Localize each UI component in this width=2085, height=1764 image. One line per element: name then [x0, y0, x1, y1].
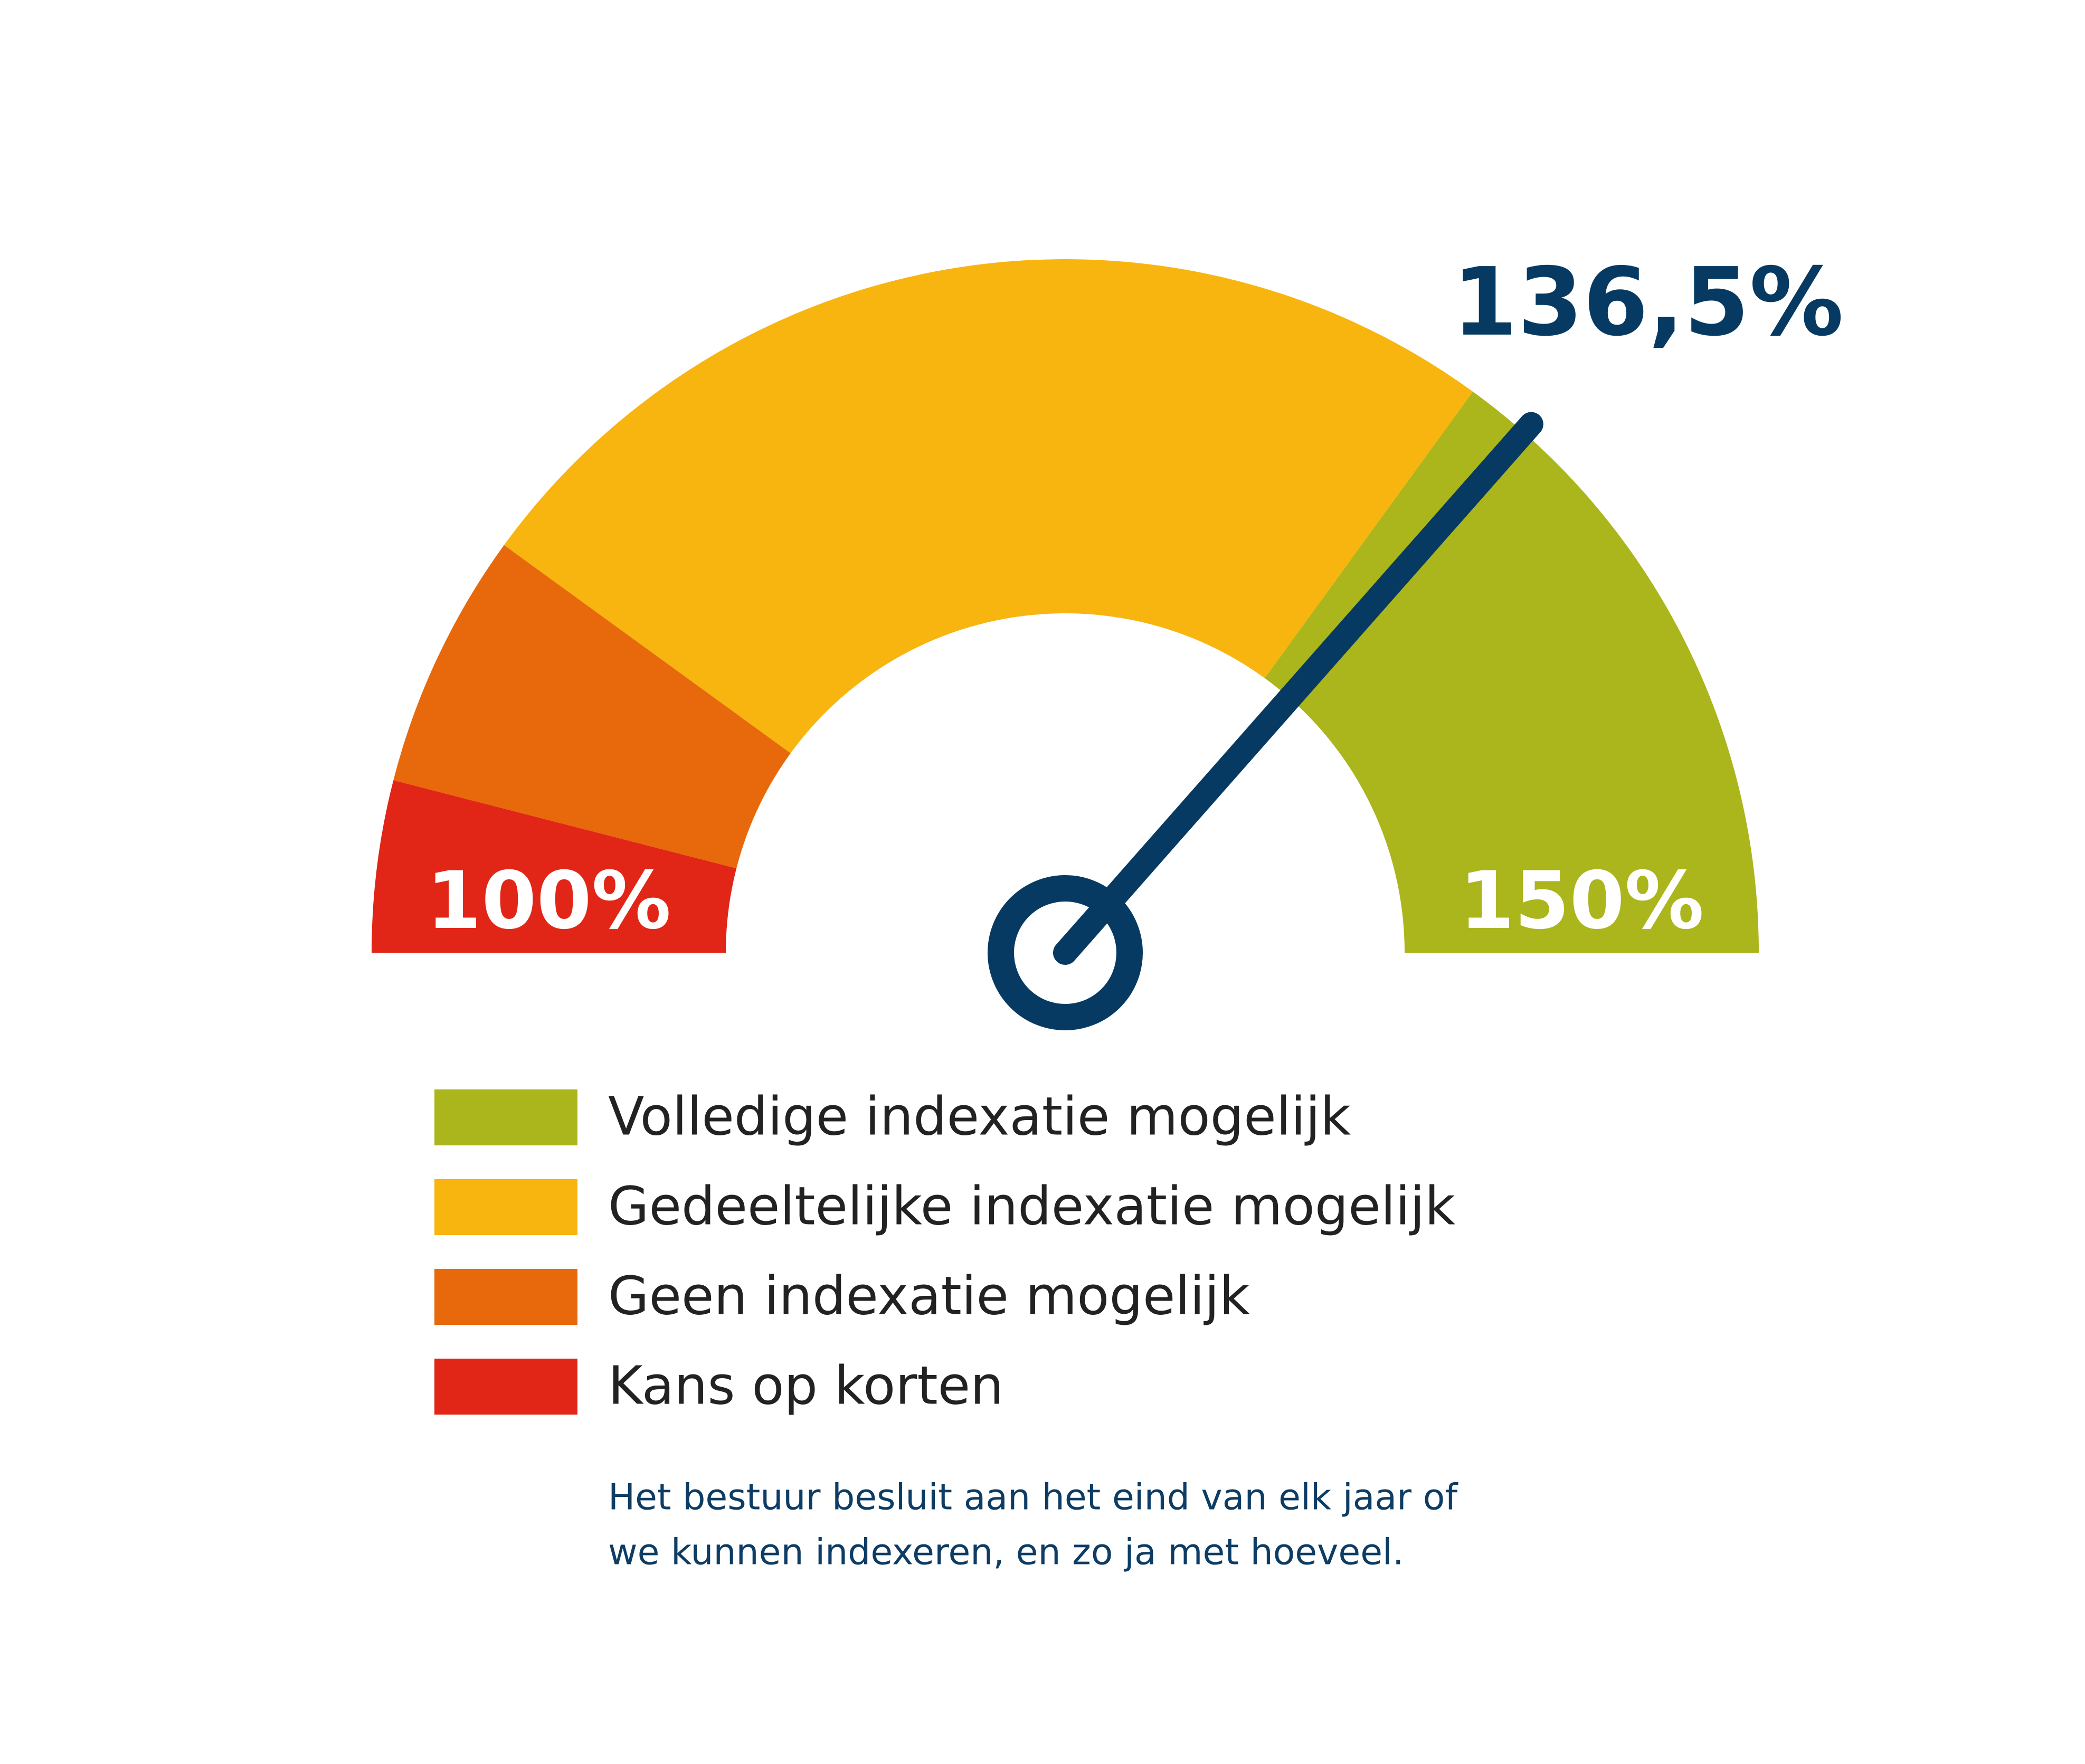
needle-hub — [988, 875, 1143, 1030]
legend-label: Geen indexatie mogelijk — [608, 1265, 1250, 1326]
gauge-segment — [504, 259, 1473, 754]
legend-label: Volledige indexatie mogelijk — [608, 1085, 1351, 1147]
value-label: 136,5% — [1452, 248, 1843, 357]
gauge-end-label: 150% — [1460, 855, 1704, 947]
note: we kunnen indexeren, en zo ja met hoevee… — [608, 1532, 1404, 1573]
legend-swatch — [434, 1179, 577, 1235]
legend-swatch — [434, 1359, 577, 1415]
needle — [1053, 412, 1543, 965]
legend-swatch — [434, 1269, 577, 1325]
gauge-end-label: 100% — [427, 855, 671, 947]
legend-label: Kans op korten — [608, 1354, 1004, 1416]
gauge-segment — [1264, 391, 1759, 953]
gauge-segment — [372, 780, 737, 953]
legend-label: Gedeeltelijke indexatie mogelijk — [608, 1175, 1455, 1237]
legend-swatch — [434, 1089, 577, 1145]
note: Het bestuur besluit aan het eind van elk… — [608, 1477, 1458, 1519]
gauge-segment — [393, 545, 791, 869]
